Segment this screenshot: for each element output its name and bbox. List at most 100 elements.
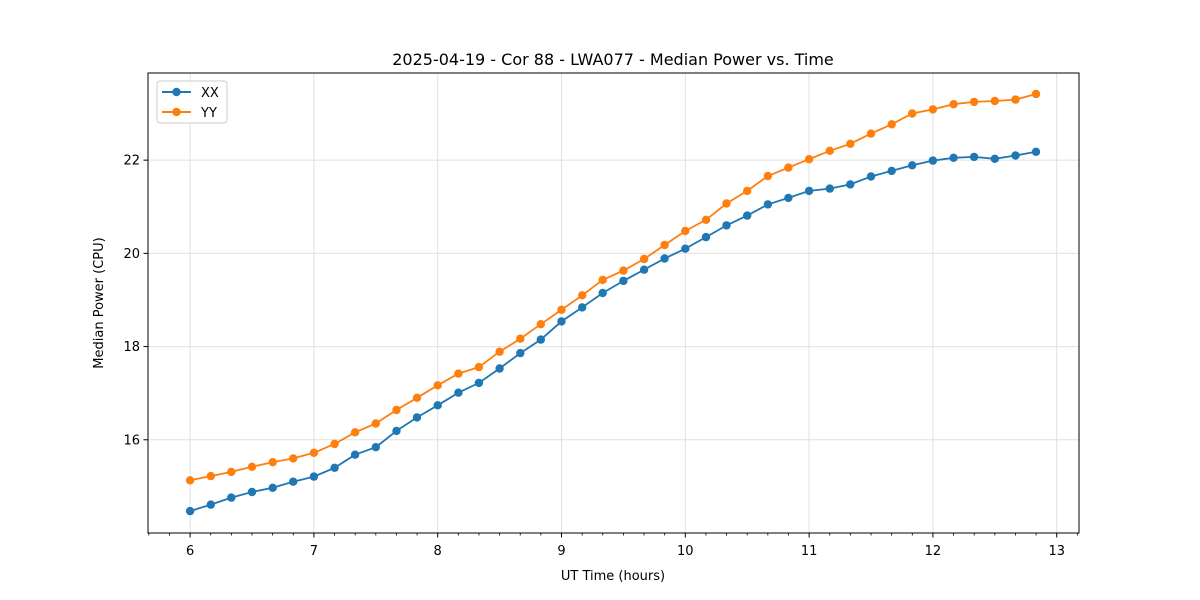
data-point-xx bbox=[268, 483, 277, 492]
y-axis-label: Median Power (CPU) bbox=[92, 237, 107, 368]
data-point-yy bbox=[784, 163, 793, 172]
y-tick-label: 18 bbox=[123, 340, 140, 355]
plot-frame bbox=[147, 72, 1080, 534]
data-point-xx bbox=[908, 161, 917, 170]
data-point-yy bbox=[681, 226, 690, 236]
data-point-xx bbox=[371, 443, 380, 452]
data-point-xx bbox=[639, 265, 649, 274]
data-point-yy bbox=[350, 428, 360, 437]
data-point-xx bbox=[433, 401, 442, 410]
y-tick-label: 16 bbox=[123, 433, 140, 448]
data-point-xx bbox=[598, 288, 607, 298]
chart-title: 2025-04-19 - Cor 88 - LWA077 - Median Po… bbox=[392, 50, 834, 69]
data-point-yy bbox=[990, 96, 999, 106]
x-tick-label: 12 bbox=[925, 544, 942, 559]
data-point-xx bbox=[309, 472, 319, 481]
data-point-yy bbox=[516, 334, 525, 343]
data-series bbox=[185, 89, 1041, 516]
grid-lines bbox=[148, 73, 1079, 533]
data-point-yy bbox=[330, 439, 339, 449]
data-point-yy bbox=[185, 476, 195, 485]
data-point-yy bbox=[722, 199, 731, 208]
x-tick-label: 9 bbox=[557, 544, 565, 559]
data-point-yy bbox=[206, 471, 215, 481]
data-point-xx bbox=[722, 221, 731, 230]
data-point-xx bbox=[619, 276, 628, 286]
data-point-xx bbox=[660, 254, 669, 263]
data-point-xx bbox=[846, 180, 855, 189]
data-point-yy bbox=[474, 362, 484, 372]
data-point-yy bbox=[969, 97, 979, 107]
data-point-yy bbox=[825, 146, 834, 155]
data-point-xx bbox=[536, 335, 545, 344]
x-tick-label: 11 bbox=[801, 544, 818, 559]
data-point-yy bbox=[619, 266, 628, 275]
legend: XX YY bbox=[156, 80, 228, 124]
data-point-xx bbox=[928, 156, 938, 165]
data-point-xx bbox=[701, 232, 711, 242]
data-point-xx bbox=[185, 506, 195, 516]
data-point-yy bbox=[227, 467, 236, 477]
data-point-yy bbox=[908, 109, 917, 118]
data-point-yy bbox=[928, 105, 938, 114]
data-point-yy bbox=[309, 448, 319, 457]
data-point-xx bbox=[350, 450, 360, 459]
data-point-xx bbox=[454, 388, 463, 397]
data-point-xx bbox=[392, 426, 401, 436]
data-point-yy bbox=[392, 405, 401, 415]
data-point-yy bbox=[268, 458, 277, 467]
data-point-xx bbox=[784, 193, 793, 203]
y-tick-label: 22 bbox=[123, 154, 140, 169]
axis-ticks: 6 7 8 9 10 11 12 13 16 18 20 22 bbox=[123, 154, 1078, 559]
data-point-yy bbox=[639, 254, 649, 264]
data-point-xx bbox=[412, 413, 422, 422]
data-point-xx bbox=[289, 477, 298, 486]
data-point-xx bbox=[743, 211, 752, 220]
data-point-xx bbox=[825, 184, 834, 193]
data-point-yy bbox=[454, 369, 463, 378]
x-tick-label: 6 bbox=[186, 544, 194, 559]
data-point-xx bbox=[866, 172, 876, 181]
data-point-yy bbox=[247, 462, 257, 471]
data-point-xx bbox=[969, 152, 979, 162]
data-point-xx bbox=[516, 348, 525, 358]
data-point-yy bbox=[433, 381, 442, 390]
legend-label-yy: YY bbox=[200, 106, 217, 121]
data-point-yy bbox=[1031, 89, 1041, 99]
data-point-xx bbox=[227, 493, 236, 502]
legend-marker-yy-icon bbox=[172, 107, 181, 117]
data-point-xx bbox=[763, 200, 773, 209]
data-point-xx bbox=[247, 487, 257, 497]
data-point-yy bbox=[495, 347, 504, 356]
data-point-xx bbox=[495, 364, 504, 373]
data-point-xx bbox=[330, 463, 339, 472]
data-point-xx bbox=[474, 378, 484, 388]
data-point-yy bbox=[743, 186, 752, 196]
data-point-yy bbox=[887, 120, 896, 129]
x-tick-label: 8 bbox=[434, 544, 442, 559]
data-point-yy bbox=[763, 171, 773, 181]
data-point-yy bbox=[371, 419, 380, 428]
data-point-yy bbox=[804, 155, 814, 164]
data-point-xx bbox=[887, 166, 896, 176]
data-point-xx bbox=[578, 303, 587, 312]
data-point-yy bbox=[846, 139, 855, 148]
data-point-yy bbox=[866, 129, 876, 138]
data-point-yy bbox=[412, 393, 422, 402]
x-axis-label: UT Time (hours) bbox=[561, 569, 665, 584]
y-tick-label: 20 bbox=[123, 247, 140, 262]
data-point-xx bbox=[1011, 151, 1020, 160]
data-point-yy bbox=[289, 454, 298, 463]
data-point-xx bbox=[1031, 147, 1041, 156]
data-point-yy bbox=[578, 291, 587, 300]
x-tick-label: 10 bbox=[677, 544, 694, 559]
data-point-xx bbox=[804, 186, 814, 196]
data-point-yy bbox=[660, 240, 669, 250]
x-tick-label: 13 bbox=[1048, 544, 1065, 559]
data-point-yy bbox=[536, 320, 545, 329]
series-line-xx bbox=[189, 150, 1037, 512]
data-point-yy bbox=[701, 215, 711, 224]
data-point-yy bbox=[598, 275, 607, 285]
